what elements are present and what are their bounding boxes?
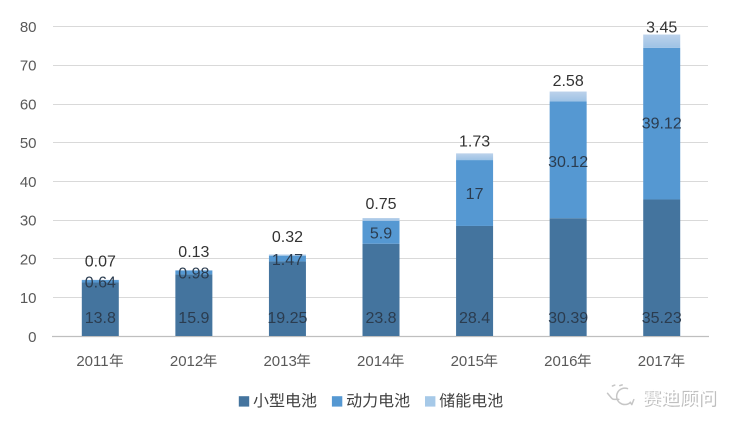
svg-text:0.13: 0.13 <box>178 244 209 261</box>
svg-text:0.07: 0.07 <box>85 253 116 270</box>
svg-text:3.45: 3.45 <box>646 20 677 37</box>
svg-text:10: 10 <box>20 290 37 307</box>
svg-text:17: 17 <box>466 186 484 203</box>
svg-text:60: 60 <box>20 96 37 113</box>
svg-text:1.47: 1.47 <box>272 252 303 269</box>
svg-text:13.8: 13.8 <box>85 310 116 327</box>
svg-text:30.12: 30.12 <box>548 154 588 171</box>
svg-text:28.4: 28.4 <box>459 310 490 327</box>
svg-text:2011: 2011 <box>76 353 108 370</box>
svg-text:1.73: 1.73 <box>459 133 490 150</box>
svg-text:2015: 2015 <box>451 353 484 370</box>
svg-text:39.12: 39.12 <box>642 116 682 133</box>
svg-text:0.32: 0.32 <box>272 229 303 246</box>
svg-text:80: 80 <box>20 19 37 36</box>
svg-text:2.58: 2.58 <box>553 73 584 90</box>
svg-text:35.23: 35.23 <box>642 310 682 327</box>
svg-text:15.9: 15.9 <box>178 310 209 327</box>
svg-text:2016: 2016 <box>544 353 577 370</box>
svg-text:0: 0 <box>28 329 36 346</box>
svg-text:30.39: 30.39 <box>548 310 588 327</box>
svg-text:19.25: 19.25 <box>267 310 307 327</box>
svg-text:2014: 2014 <box>357 353 390 370</box>
svg-text:30: 30 <box>20 213 37 230</box>
svg-text:0.98: 0.98 <box>178 266 209 283</box>
svg-text:20: 20 <box>20 251 37 268</box>
svg-text:70: 70 <box>20 58 37 75</box>
svg-text:23.8: 23.8 <box>365 310 396 327</box>
svg-text:2017: 2017 <box>638 353 671 370</box>
svg-text:5.9: 5.9 <box>370 226 392 243</box>
svg-text:2013: 2013 <box>263 353 296 370</box>
svg-text:50: 50 <box>20 135 37 152</box>
svg-text:0.64: 0.64 <box>85 275 116 292</box>
svg-text:2012: 2012 <box>170 353 203 370</box>
svg-text:40: 40 <box>20 174 37 191</box>
svg-text:0.75: 0.75 <box>365 196 396 213</box>
